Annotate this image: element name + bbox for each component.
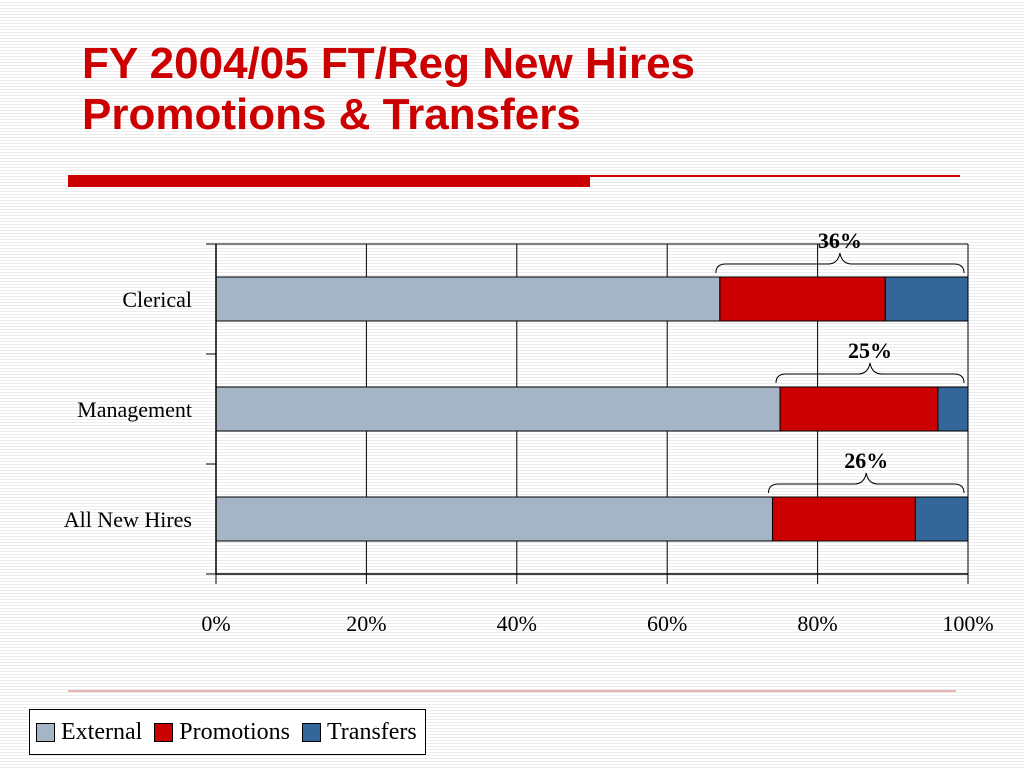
bar-external-all-new-hires [215,496,773,542]
bar-transfers-clerical [884,276,969,322]
slide-title-line-2: Promotions & Transfers [82,90,581,139]
annotation-label: 36% [818,228,862,253]
legend-swatch [36,722,55,742]
legend-swatch [154,722,174,742]
x-tick-label: 60% [647,611,687,636]
annotation-label: 25% [848,338,892,363]
bar-transfers-all-new-hires [914,496,969,542]
x-tick-label: 80% [797,611,837,636]
legend-item-promotions: Promotions [154,719,290,746]
category-label: All New Hires [64,507,192,532]
legend-item-external: External [36,719,142,746]
legend-label: Promotions [179,718,290,745]
legend-label: External [61,718,143,745]
stacked-bar-chart: Clerical Management All New Hires 0% 20% 40% 6… [64,228,994,636]
annotation-brace [775,362,965,384]
x-tick-label: 0% [201,611,230,636]
x-tick-label: 40% [497,611,537,636]
category-label: Clerical [122,287,192,312]
bar-transfers-management [937,386,969,432]
legend-item-transfers: Transfers [301,718,417,746]
bar-promotions-all-new-hires [771,496,916,542]
bar-external-management [215,386,781,432]
category-label: Management [77,397,192,422]
annotation-brace [715,252,965,274]
footer-rule [68,690,956,692]
bar-external-clerical [215,276,721,322]
x-tick-label: 20% [346,611,386,636]
bar-promotions-management [779,386,939,432]
slide-title: FY 2004/05 FT/Reg New Hires Promotions &… [82,38,1002,140]
legend-swatch [301,722,321,742]
title-underline-thin [590,175,960,177]
chart-legend: External Promotions Transfers [29,709,426,755]
legend-label: Transfers [326,718,417,745]
bar-promotions-clerical [719,276,886,322]
title-underline-thick [68,175,590,187]
slide-title-line-1: FY 2004/05 FT/Reg New Hires [82,39,696,88]
annotation-label: 26% [844,448,888,473]
annotation-brace [767,472,965,494]
x-tick-label: 100% [942,611,993,636]
